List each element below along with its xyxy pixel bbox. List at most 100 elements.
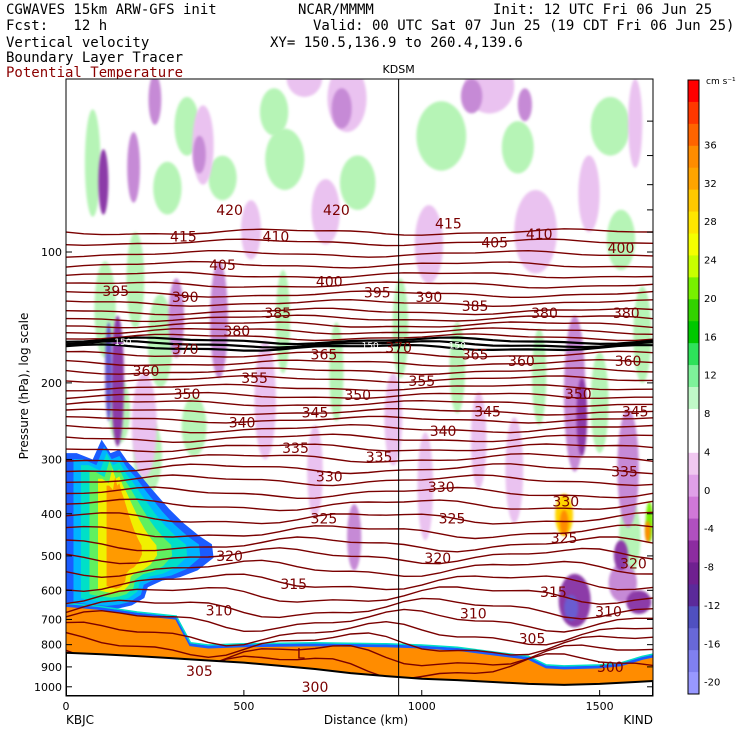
theta-contour-30 — [66, 474, 653, 487]
theta-label-46: 320 — [424, 551, 451, 567]
colorbar-segment-14 — [688, 387, 699, 410]
w-cell-52 — [307, 425, 323, 519]
colorbar-segment-19 — [688, 496, 699, 519]
colorbar-segment-6 — [688, 211, 699, 234]
w-cell-32 — [148, 79, 162, 125]
colorbar-label-12: -12 — [704, 601, 720, 612]
w-cell-30 — [193, 135, 206, 174]
theta-label-44: 325 — [551, 531, 578, 547]
w-cell-9 — [208, 155, 237, 201]
x-axis-ticks: 0 500 1000 1500 — [63, 690, 614, 713]
theta-label-49: 315 — [540, 585, 567, 601]
theta-label-25: 360 — [615, 354, 642, 370]
colorbar-segment-25 — [688, 628, 699, 651]
theta-contour-35 — [66, 536, 653, 553]
theta-contour-37 — [66, 559, 653, 579]
y-tick-label-400: 400 — [41, 508, 62, 521]
theta-label-26: 355 — [241, 371, 268, 387]
theta-contour-31 — [66, 486, 653, 500]
theta-label-39: 330 — [316, 469, 343, 485]
x-tick-label-0: 0 — [63, 700, 70, 713]
theta-contour-10 — [66, 321, 653, 329]
theta-label-9: 400 — [316, 275, 343, 291]
potential-temperature-contours — [66, 228, 653, 680]
theta-contour-5 — [66, 281, 653, 289]
theta-contour-4 — [66, 271, 653, 279]
theta-label-23: 360 — [133, 364, 160, 380]
theta-contour-9 — [66, 314, 653, 323]
header-xy: XY= 150.5,136.9 to 260.4,139.6 — [270, 35, 523, 51]
theta-label-8: 405 — [209, 258, 236, 274]
theta-contour-3 — [66, 260, 653, 269]
colorbar-frame — [687, 79, 700, 695]
theta-contour-21 — [66, 391, 653, 400]
w-cell-38 — [311, 179, 340, 245]
colorbar-segment-12 — [688, 343, 699, 366]
y-tick-label-800: 800 — [41, 639, 62, 652]
station-marker-label: KDSM — [383, 63, 415, 76]
w-cell-19 — [449, 322, 466, 414]
y-axis-label: Pressure (hPa), log scale — [17, 313, 31, 460]
colorbar-label-3: 24 — [704, 256, 717, 267]
w-cell-15 — [606, 209, 636, 270]
w-cell-64 — [626, 590, 652, 614]
theta-label-11: 395 — [102, 284, 129, 300]
low-marker: L — [297, 646, 305, 662]
theta-contour-43 — [66, 631, 653, 659]
theta-contour-12 — [66, 333, 653, 342]
theta-label-43: 325 — [439, 511, 466, 527]
w-cell-55 — [417, 432, 434, 541]
colorbar-segment-2 — [688, 123, 699, 147]
header-field-bl-tracer: Boundary Layer Tracer — [6, 50, 184, 66]
theta-label-42: 325 — [311, 511, 338, 527]
header-field-potential-temperature: Potential Temperature — [6, 65, 184, 81]
colorbar-segment-16 — [688, 430, 699, 454]
colorbar-label-8: 4 — [704, 447, 710, 458]
w-cell-0 — [84, 109, 101, 217]
endpoint-left-label: KBJC — [66, 713, 94, 727]
theta-label-33: 345 — [622, 405, 649, 421]
theta-label-51: 310 — [460, 606, 487, 622]
w-cell-12 — [416, 101, 467, 171]
theta-label-30: 350 — [565, 387, 592, 403]
w-cell-28 — [644, 520, 651, 543]
w-cell-7 — [259, 88, 289, 136]
colorbar-label-10: -4 — [704, 524, 714, 535]
theta-contour-15 — [66, 343, 653, 352]
theta-contour-29 — [66, 463, 653, 475]
y-tick-label-600: 600 — [41, 584, 62, 597]
theta-label-0: 420 — [216, 203, 243, 219]
vertical-velocity-shading — [84, 79, 653, 628]
theta-label-5: 405 — [481, 235, 508, 251]
theta-label-12: 390 — [172, 290, 199, 306]
w-cell-26 — [559, 509, 569, 536]
colorbar-label-13: -16 — [704, 639, 720, 650]
theta-contour-28 — [66, 452, 653, 464]
colorbar-segment-23 — [688, 584, 699, 607]
header-field-vertical-velocity: Vertical velocity — [6, 35, 150, 51]
theta-label-15: 385 — [462, 299, 489, 315]
colorbar-segment-5 — [688, 189, 699, 212]
colorbar-segment-7 — [688, 233, 699, 256]
colorbar-label-9: 0 — [704, 486, 710, 497]
w-cell-33 — [98, 149, 109, 215]
w-cell-44 — [514, 190, 557, 274]
theta-contour-16 — [66, 350, 653, 358]
colorbar-segment-10 — [688, 299, 699, 322]
theta-label-6: 410 — [526, 227, 553, 243]
theta-label-31: 345 — [302, 406, 329, 422]
w-cell-49 — [210, 261, 228, 379]
theta-label-2: 415 — [170, 229, 197, 245]
theta-contour-38 — [66, 573, 653, 593]
theta-contour-8 — [66, 307, 653, 316]
y-tick-label-1000: 1000 — [34, 681, 62, 694]
theta-label-32: 345 — [474, 405, 501, 421]
theta-contour-36 — [66, 547, 653, 565]
w-cell-62 — [564, 595, 579, 621]
theta-contour-1 — [66, 238, 653, 247]
colorbar-segment-4 — [688, 167, 699, 191]
theta-contour-32 — [66, 498, 653, 512]
colorbar-label-14: -20 — [704, 678, 720, 689]
bl-tracer-edge-blue — [66, 603, 653, 670]
